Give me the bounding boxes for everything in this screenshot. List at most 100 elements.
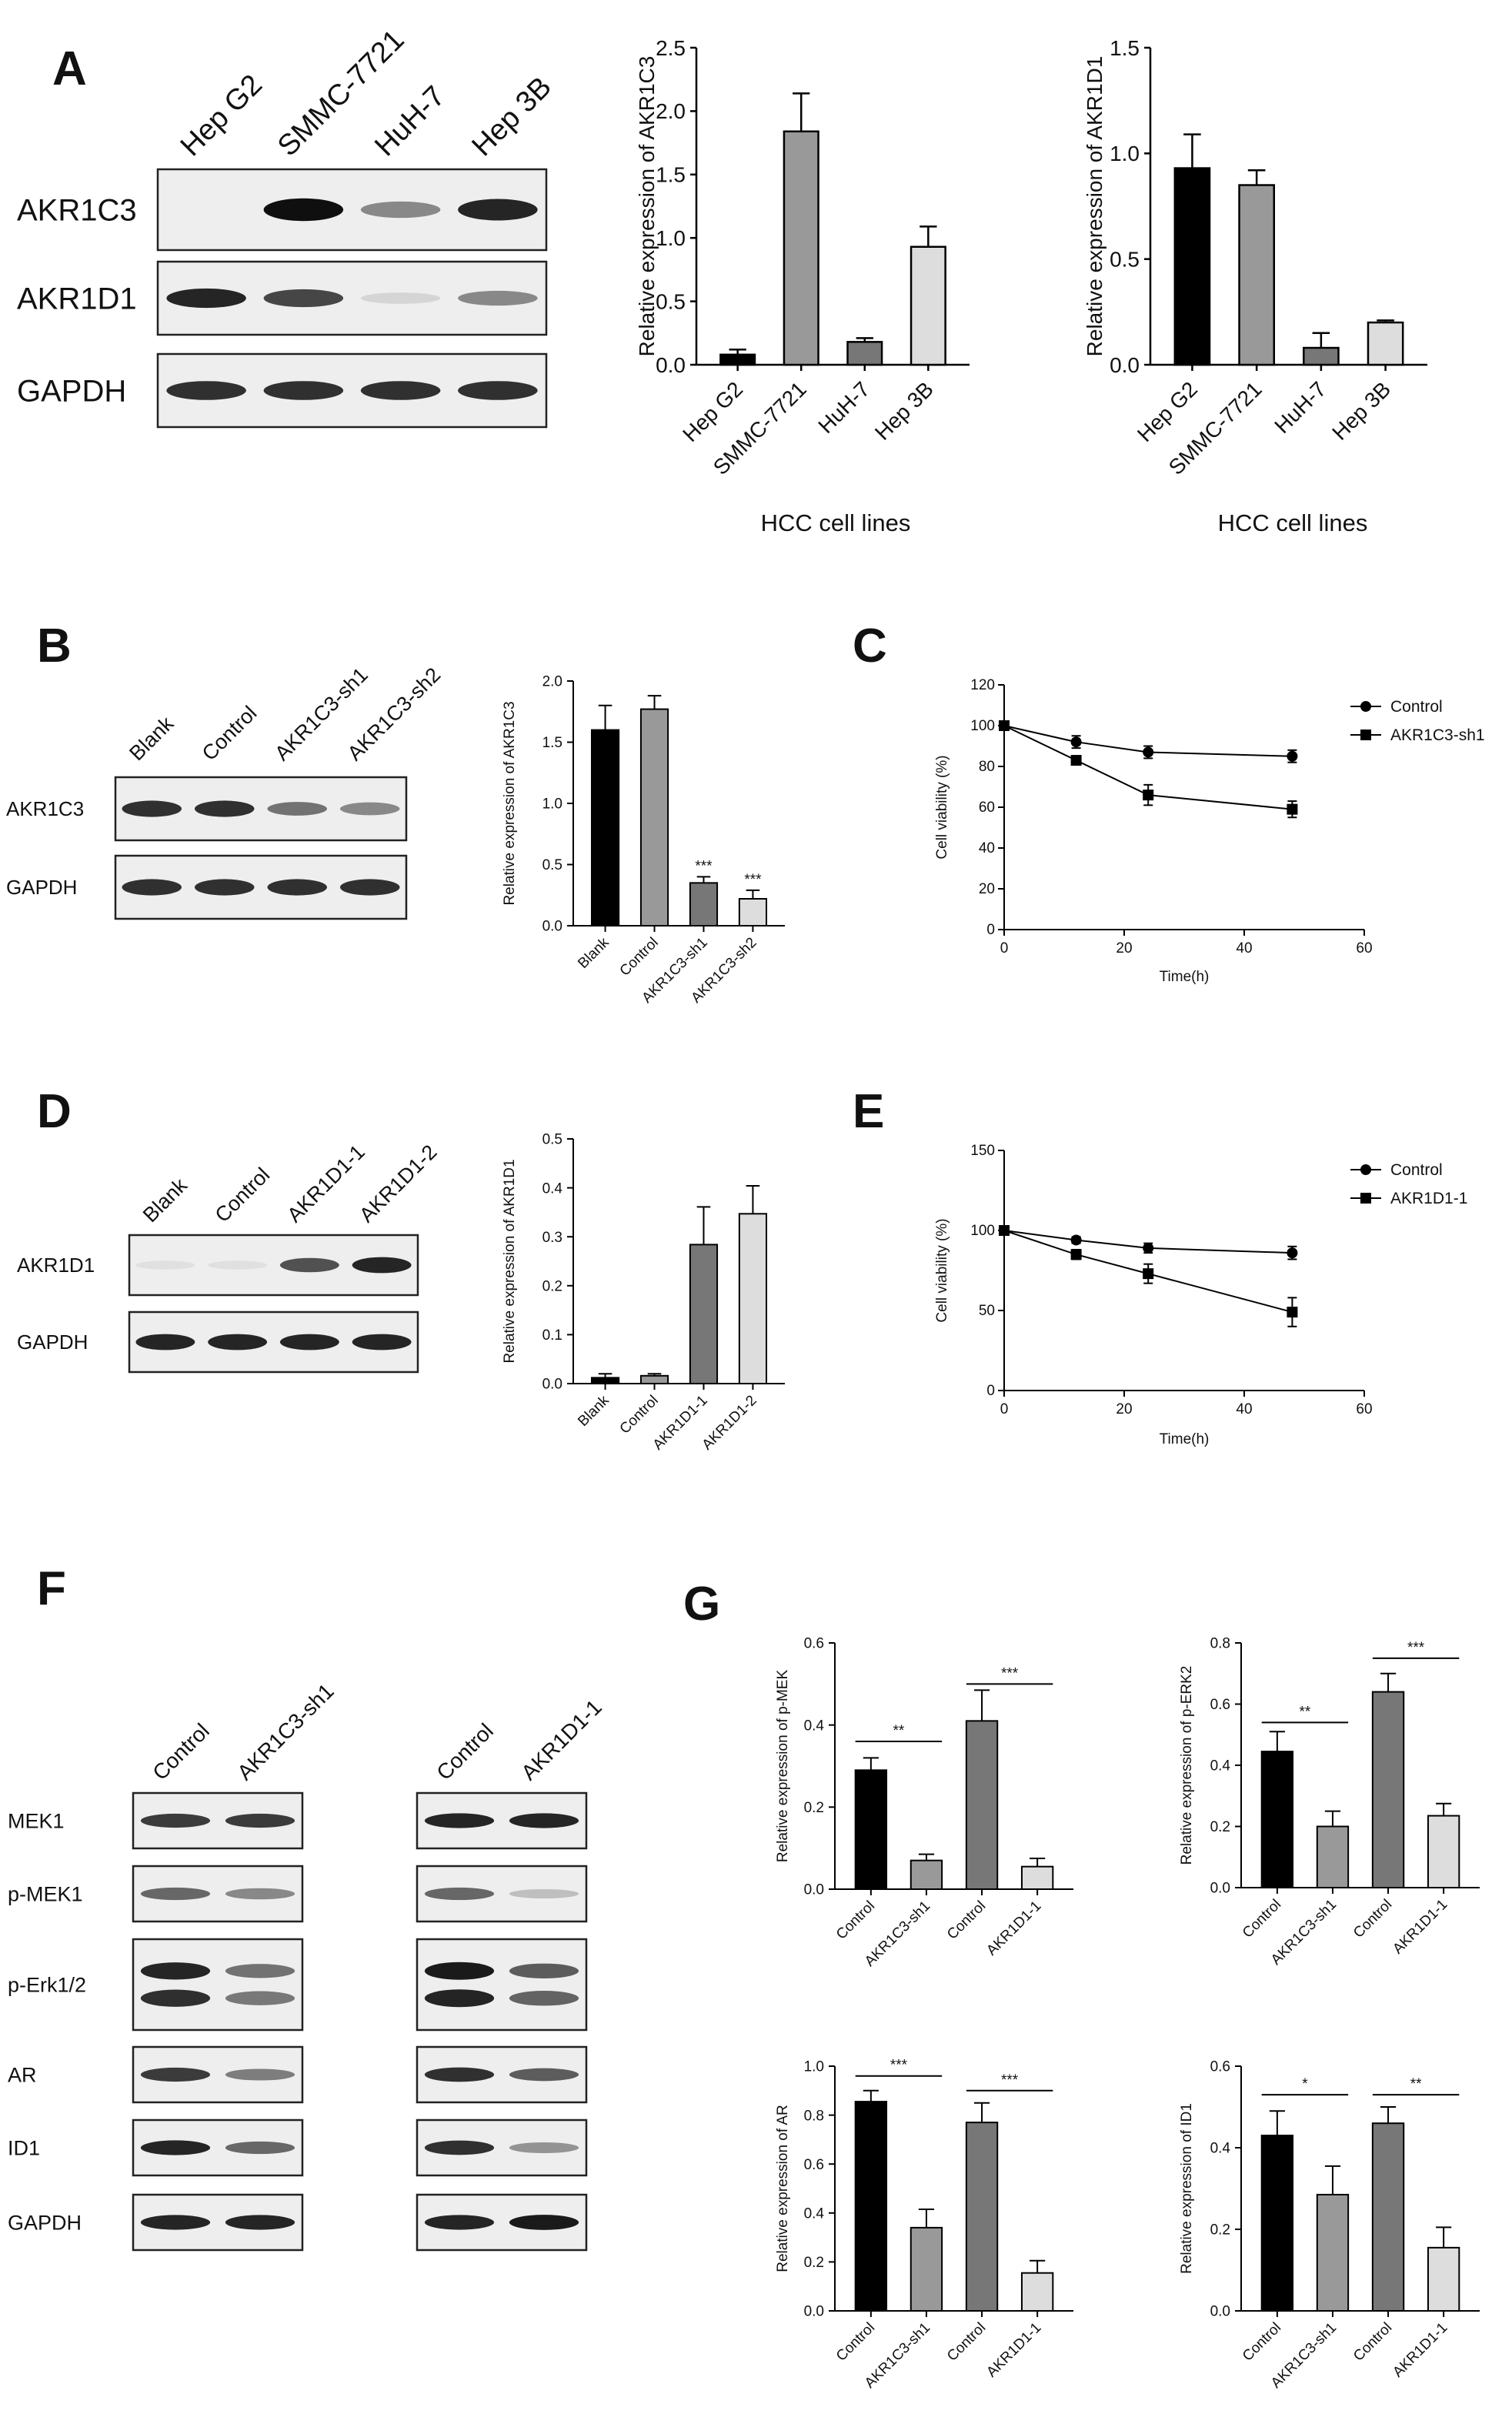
protein-band [140,1887,211,1901]
protein-band [360,201,441,219]
x-axis-label: HCC cell lines [761,509,911,536]
lane-label: Control [211,1163,275,1227]
y-tick-label: 2.5 [656,36,686,60]
protein-band [424,2140,495,2155]
y-tick-label: 0.8 [804,2108,824,2124]
significance-label: ** [893,1723,905,1739]
y-tick-label: 120 [970,677,995,693]
panel-label-f: F [37,1562,66,1615]
protein-band [509,2215,579,2230]
bar [910,2226,943,2312]
x-tick-label: 60 [1356,940,1372,957]
protein-band [279,1257,339,1273]
bar [1371,2122,1405,2312]
x-tick-label: Control [1350,2319,1395,2364]
legend-label: Control [1390,1161,1443,1179]
data-point [1143,1242,1154,1254]
row-label: GAPDH [8,2211,82,2234]
y-tick-label: 0 [986,922,995,938]
protein-band [140,1989,211,2007]
protein-band [509,1963,579,1979]
x-axis-label: HCC cell lines [1218,509,1368,536]
y-axis-label: Relative expression of p-MEK [775,1670,791,1863]
x-tick-label: 0 [1000,940,1009,957]
x-tick-label: Control [944,1898,989,1942]
y-tick-label: 0.0 [1210,2304,1230,2320]
y-tick-label: 0.0 [542,1377,562,1393]
y-tick-label: 0.0 [542,919,562,935]
series-line [1003,725,1293,757]
y-tick-label: 0.5 [542,857,562,873]
bar [965,2122,999,2312]
y-tick-label: 60 [979,800,995,816]
panel-label-d: D [37,1085,72,1138]
y-axis-label: Relative expression of ID1 [1179,2103,1195,2274]
y-tick-label: 1.5 [542,735,562,751]
y-tick-label: 0.3 [542,1230,562,1246]
protein-band [509,1888,579,1899]
x-tick-label: Control [1350,1896,1395,1941]
y-axis-label: Relative expression of AKR1D1 [502,1159,518,1363]
blot-strip [416,1938,588,2032]
row-label: GAPDH [6,876,77,899]
x-axis-label: Time(h) [1160,1431,1210,1447]
y-tick-label: 0.0 [656,353,686,377]
bar [910,245,946,366]
protein-band [225,2068,295,2081]
series-akr1d1-1: AKR1D1-1 [999,1190,1467,1327]
bar [1367,321,1404,366]
data-point [999,1225,1010,1236]
row-label: AR [8,2063,37,2086]
y-tick-label: 1.0 [1110,142,1140,165]
protein-band [360,381,441,400]
y-tick-label: 1.5 [656,163,686,187]
lane-label: AKR1D1-1 [282,1140,369,1227]
protein-band [208,1334,268,1351]
x-tick-label: Blank [575,934,612,972]
y-tick-label: 150 [970,1143,995,1159]
lane-label: Hep 3B [466,71,558,162]
significance-label: *** [890,2058,908,2074]
row-label: GAPDH [17,375,126,409]
protein-band [195,800,255,817]
y-tick-label: 1.0 [804,2059,824,2075]
protein-band [424,2215,495,2230]
significance-label: *** [744,872,762,888]
legend-marker [1360,730,1371,740]
protein-band [225,1991,295,2005]
bar [719,353,756,366]
bar [1260,2135,1294,2312]
protein-band [458,290,538,306]
data-point [1070,1234,1082,1246]
row-label: ID1 [8,2136,40,2159]
y-tick-label: 0.5 [1110,247,1140,271]
y-axis-label: Relative expression of AKR1C3 [502,701,518,905]
bar [689,1244,719,1384]
bar [689,882,719,927]
y-tick-label: 0.2 [542,1278,562,1294]
x-tick-label: 40 [1236,1401,1252,1417]
lane-label: Control [432,1718,498,1785]
legend-label: AKR1D1-1 [1390,1190,1467,1207]
x-tick-label: Hep 3B [870,377,938,445]
protein-band [267,802,327,816]
protein-band [225,1888,295,1900]
row-label: MEK1 [8,1809,65,1832]
data-point [1287,803,1298,815]
x-tick-label: AKR1D1-1 [1390,1896,1450,1957]
bar [846,341,883,366]
x-tick-label: AKR1D1-1 [983,2319,1044,2380]
protein-band [458,199,538,221]
y-tick-label: 40 [979,840,995,856]
bar [1303,346,1340,366]
protein-band [263,198,344,222]
x-tick-label: Control [833,1898,878,1942]
x-tick-label: AKR1D1-1 [1390,2319,1450,2380]
y-tick-label: 100 [970,1223,995,1239]
y-tick-label: 1.0 [542,796,562,813]
